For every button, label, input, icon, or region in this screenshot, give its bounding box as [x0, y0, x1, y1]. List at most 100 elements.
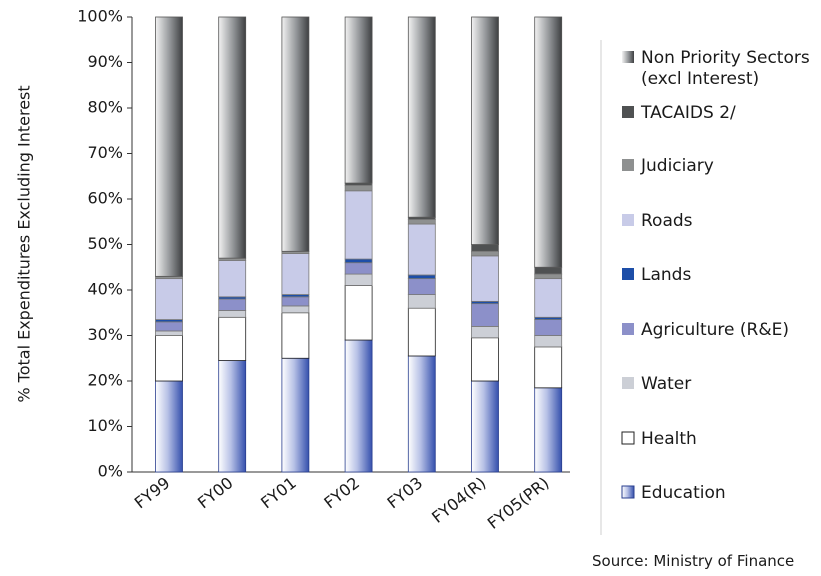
bar-education-fy00: [218, 360, 247, 473]
legend-swatch: [622, 377, 634, 389]
bars: [155, 16, 563, 473]
x-tick-label: FY02: [320, 473, 363, 512]
bar-agriculture-r-e-fy00: [218, 298, 247, 311]
bar-stack-fy02: [344, 16, 373, 473]
legend-item-judiciary: Judiciary: [622, 156, 714, 176]
bar-judiciary-fy02: [344, 184, 373, 192]
bar-roads-fy04-r: [471, 255, 499, 302]
y-tick-label: 40%: [87, 280, 123, 299]
bar-judiciary-fy04-r: [471, 250, 499, 257]
bar-education-fy04-r: [471, 380, 499, 473]
bar-stack-fy01: [281, 16, 310, 473]
bar-stack-fy00: [218, 16, 247, 473]
bar-water-fy99: [155, 330, 183, 336]
y-tick-label: 100%: [77, 7, 123, 26]
x-tick-label: FY05(PR): [484, 473, 553, 533]
bar-health-fy02: [344, 285, 373, 341]
bar-water-fy05-pr: [534, 335, 563, 348]
bar-non-priority-sectors-excl-interest-fy05-pr: [534, 16, 563, 268]
legend-item-non-priority-sectors-excl-interest: Non Priority Sectors(excl Interest): [622, 48, 810, 89]
bar-non-priority-sectors-excl-interest-fy03: [407, 16, 436, 218]
y-ticks: 0% 10% 20% 30% 40% 50% 60% 70% 80% 90% 100%: [77, 7, 132, 481]
legend-label: TACAIDS 2/: [640, 103, 736, 123]
legend-swatch: [621, 485, 635, 499]
legend-label: Water: [641, 374, 691, 394]
bar-non-priority-sectors-excl-interest-fy99: [155, 16, 183, 277]
legend-swatch: [621, 431, 635, 445]
legend-label: Education: [641, 483, 726, 503]
bar-education-fy01: [281, 357, 310, 473]
y-tick-label: 50%: [87, 234, 123, 253]
legend-swatch: [622, 106, 634, 118]
bar-non-priority-sectors-excl-interest-fy04-r: [471, 16, 499, 245]
bar-stack-fy99: [155, 16, 183, 473]
bar-non-priority-sectors-excl-interest-fy00: [218, 16, 247, 259]
bar-stack-fy04-r: [471, 16, 499, 473]
bar-stack-fy05-pr: [534, 16, 563, 473]
legend-item-tacaids-2: TACAIDS 2/: [622, 103, 736, 123]
bar-water-fy02: [344, 273, 373, 286]
bar-non-priority-sectors-excl-interest-fy02: [344, 16, 373, 184]
legend-label: (excl Interest): [641, 69, 759, 89]
y-tick-label: 90%: [87, 52, 123, 71]
bar-health-fy01: [281, 312, 310, 359]
bar-roads-fy05-pr: [534, 278, 563, 318]
legend-item-health: Health: [621, 429, 697, 449]
bar-agriculture-r-e-fy04-r: [471, 303, 499, 327]
legend-swatch: [622, 323, 634, 335]
bar-education-fy99: [155, 380, 183, 473]
legend-label: Agriculture (R&E): [641, 320, 789, 340]
bar-roads-fy99: [155, 278, 183, 320]
x-tick-label: FY03: [384, 473, 427, 512]
bar-agriculture-r-e-fy99: [155, 321, 183, 332]
legend-swatch: [622, 268, 634, 280]
bar-tacaids-2-fy05-pr: [534, 266, 563, 275]
bar-water-fy00: [218, 310, 247, 318]
legend-swatch: [622, 159, 634, 171]
bar-agriculture-r-e-fy01: [281, 296, 310, 307]
legend-item-roads: Roads: [622, 211, 693, 231]
y-axis-label: % Total Expenditures Excluding Interest: [15, 85, 34, 402]
bar-judiciary-fy03: [407, 219, 436, 225]
bar-lands-fy02: [344, 258, 373, 264]
bar-health-fy04-r: [471, 337, 499, 382]
legend-item-lands: Lands: [622, 265, 691, 285]
bar-roads-fy03: [407, 223, 436, 276]
legend: Non Priority Sectors(excl Interest) TACAI…: [621, 48, 810, 503]
y-tick-label: 20%: [87, 371, 123, 390]
bar-education-fy05-pr: [534, 387, 563, 473]
legend-swatch: [622, 51, 634, 63]
legend-item-water: Water: [622, 374, 691, 394]
legend-item-education: Education: [621, 483, 726, 503]
x-ticks: FY99 FY00 FY01 FY02 FY03 FY04(R)FY05(PR): [131, 473, 553, 533]
bar-judiciary-fy05-pr: [534, 273, 563, 280]
legend-label: Health: [641, 429, 697, 449]
bar-water-fy03: [407, 294, 436, 309]
bar-education-fy03: [407, 355, 436, 473]
x-tick-label: FY01: [257, 473, 300, 512]
bar-education-fy02: [344, 339, 373, 473]
legend-item-agriculture-r-e: Agriculture (R&E): [622, 320, 789, 340]
y-tick-label: 80%: [87, 98, 123, 117]
legend-swatch: [622, 214, 634, 226]
y-tick-label: 10%: [87, 416, 123, 435]
legend-label: Judiciary: [640, 156, 714, 176]
y-tick-label: 60%: [87, 189, 123, 208]
legend-label: Non Priority Sectors: [641, 48, 810, 68]
bar-health-fy00: [218, 316, 247, 361]
legend-label: Lands: [641, 265, 691, 285]
bar-water-fy01: [281, 305, 310, 314]
source-note: Source: Ministry of Finance: [592, 552, 794, 570]
bar-health-fy99: [155, 335, 183, 382]
x-tick-label: FY00: [194, 473, 237, 512]
bar-health-fy03: [407, 307, 436, 357]
y-tick-label: 0%: [98, 462, 123, 481]
bar-health-fy05-pr: [534, 346, 563, 389]
bar-stack-fy03: [407, 16, 436, 473]
bar-agriculture-r-e-fy03: [407, 278, 436, 295]
bar-roads-fy00: [218, 260, 247, 298]
y-tick-label: 30%: [87, 325, 123, 344]
y-tick-label: 70%: [87, 143, 123, 162]
bar-tacaids-2-fy04-r: [471, 244, 499, 252]
